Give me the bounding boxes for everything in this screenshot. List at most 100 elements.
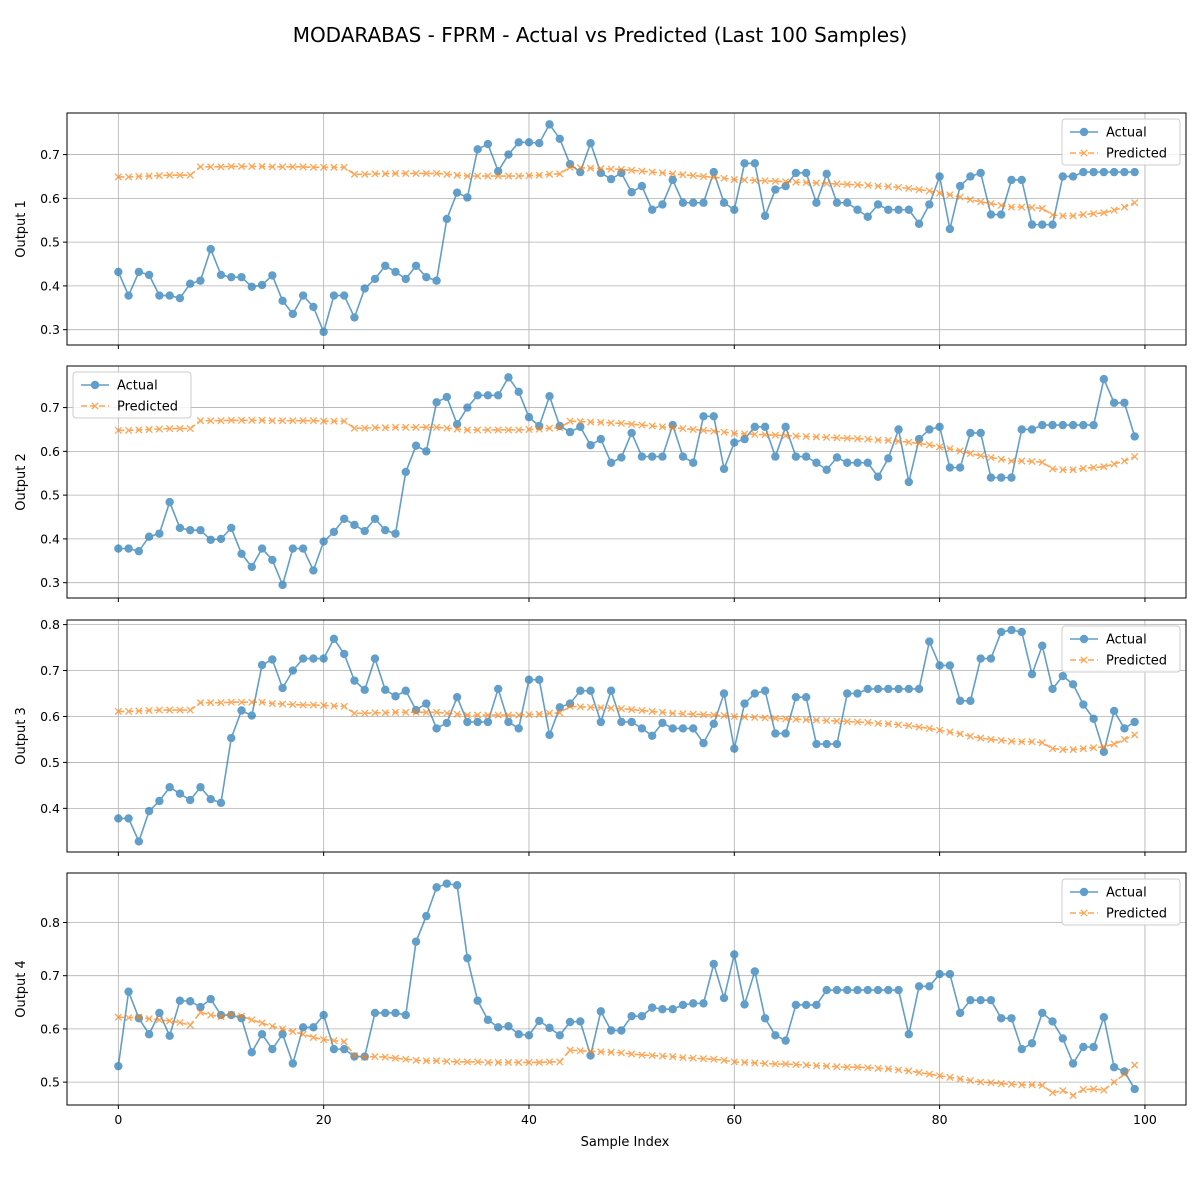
actual-point bbox=[1048, 684, 1057, 694]
predicted-point bbox=[1028, 738, 1036, 746]
predicted-point bbox=[915, 723, 923, 731]
actual-point bbox=[196, 783, 205, 792]
actual-point bbox=[185, 997, 195, 1006]
predicted-point bbox=[915, 185, 923, 194]
actual-point bbox=[740, 434, 749, 444]
predicted-point bbox=[658, 423, 667, 431]
predicted-point bbox=[597, 418, 605, 427]
predicted-point bbox=[935, 443, 944, 451]
actual-point bbox=[586, 441, 595, 450]
predicted-point bbox=[381, 424, 389, 432]
predicted-point bbox=[699, 426, 708, 435]
predicted-point bbox=[1018, 1081, 1026, 1089]
predicted-point bbox=[833, 434, 841, 442]
predicted-point bbox=[1089, 463, 1098, 472]
legend-marker bbox=[91, 402, 99, 410]
actual-point bbox=[822, 169, 831, 179]
actual-point bbox=[463, 193, 472, 202]
actual-point bbox=[504, 717, 513, 727]
predicted-point bbox=[515, 1058, 523, 1067]
actual-point bbox=[689, 724, 698, 733]
actual-point bbox=[268, 271, 277, 280]
actual-point bbox=[463, 717, 472, 727]
predicted-point bbox=[566, 163, 574, 171]
actual-point bbox=[658, 200, 667, 209]
actual-point bbox=[463, 403, 472, 412]
actual-point bbox=[1058, 172, 1068, 181]
y-tick-label: 0.7 bbox=[40, 663, 60, 678]
predicted-point bbox=[340, 417, 348, 425]
predicted-point bbox=[689, 425, 697, 434]
actual-point bbox=[955, 463, 965, 472]
predicted-point bbox=[648, 168, 656, 176]
actual-point bbox=[997, 473, 1006, 482]
actual-point bbox=[493, 167, 503, 176]
predicted-point bbox=[412, 1056, 420, 1064]
predicted-point bbox=[710, 173, 718, 182]
actual-point bbox=[853, 205, 862, 214]
actual-point bbox=[144, 270, 154, 280]
actual-point bbox=[997, 210, 1006, 219]
actual-point bbox=[760, 1014, 770, 1023]
legend-label: Predicted bbox=[1106, 654, 1167, 669]
predicted-point bbox=[627, 166, 636, 175]
predicted-point bbox=[268, 163, 276, 171]
actual-point bbox=[689, 198, 698, 207]
predicted-point bbox=[463, 1058, 472, 1066]
actual-point bbox=[843, 985, 852, 995]
actual-point bbox=[637, 724, 647, 733]
actual-point bbox=[1048, 220, 1057, 229]
predicted-point bbox=[843, 1063, 851, 1071]
actual-point bbox=[319, 537, 328, 546]
legend-swatch bbox=[81, 380, 109, 390]
actual-point bbox=[976, 654, 985, 663]
actual-point bbox=[1079, 167, 1088, 177]
actual-point bbox=[678, 452, 688, 461]
actual-point bbox=[124, 544, 133, 553]
legend-label: Actual bbox=[1106, 126, 1147, 141]
predicted-point bbox=[669, 1052, 677, 1061]
actual-point bbox=[339, 291, 349, 300]
predicted-point bbox=[207, 163, 215, 171]
actual-point bbox=[268, 655, 277, 664]
predicted-point bbox=[761, 431, 769, 439]
actual-point bbox=[381, 261, 390, 270]
actual-point bbox=[925, 200, 934, 209]
predicted-point bbox=[1018, 457, 1026, 465]
predicted-point bbox=[823, 1062, 831, 1070]
predicted-point bbox=[248, 162, 256, 171]
actual-point bbox=[545, 1023, 554, 1033]
actual-point bbox=[278, 1030, 287, 1039]
predicted-point bbox=[894, 437, 903, 445]
predicted-point bbox=[402, 1055, 410, 1063]
actual-point bbox=[740, 699, 749, 708]
predicted-point bbox=[494, 172, 502, 180]
predicted-point bbox=[977, 1078, 985, 1086]
legend-swatch bbox=[1070, 909, 1098, 917]
actual-point bbox=[853, 689, 862, 698]
actual-point bbox=[647, 1003, 657, 1012]
actual-point bbox=[442, 214, 452, 224]
predicted-point bbox=[740, 1058, 749, 1067]
actual-point bbox=[452, 188, 462, 197]
predicted-point bbox=[535, 710, 543, 718]
actual-point bbox=[535, 1016, 544, 1026]
actual-point bbox=[750, 689, 760, 698]
actual-point bbox=[545, 120, 554, 129]
predicted-point bbox=[196, 417, 205, 425]
y-tick-label: 0.6 bbox=[40, 709, 60, 724]
actual-point bbox=[914, 434, 924, 444]
predicted-point bbox=[422, 169, 430, 178]
predicted-point bbox=[997, 1080, 1005, 1088]
predicted-point bbox=[720, 1056, 728, 1064]
predicted-point bbox=[1048, 1089, 1057, 1097]
actual-point bbox=[124, 987, 133, 996]
actual-point bbox=[329, 527, 339, 537]
actual-point bbox=[1079, 700, 1088, 709]
predicted-point bbox=[853, 1063, 862, 1071]
actual-point bbox=[997, 1014, 1006, 1023]
actual-point bbox=[483, 717, 493, 727]
predicted-point bbox=[956, 1075, 964, 1083]
legend-marker bbox=[1079, 127, 1089, 137]
actual-point bbox=[750, 159, 760, 168]
